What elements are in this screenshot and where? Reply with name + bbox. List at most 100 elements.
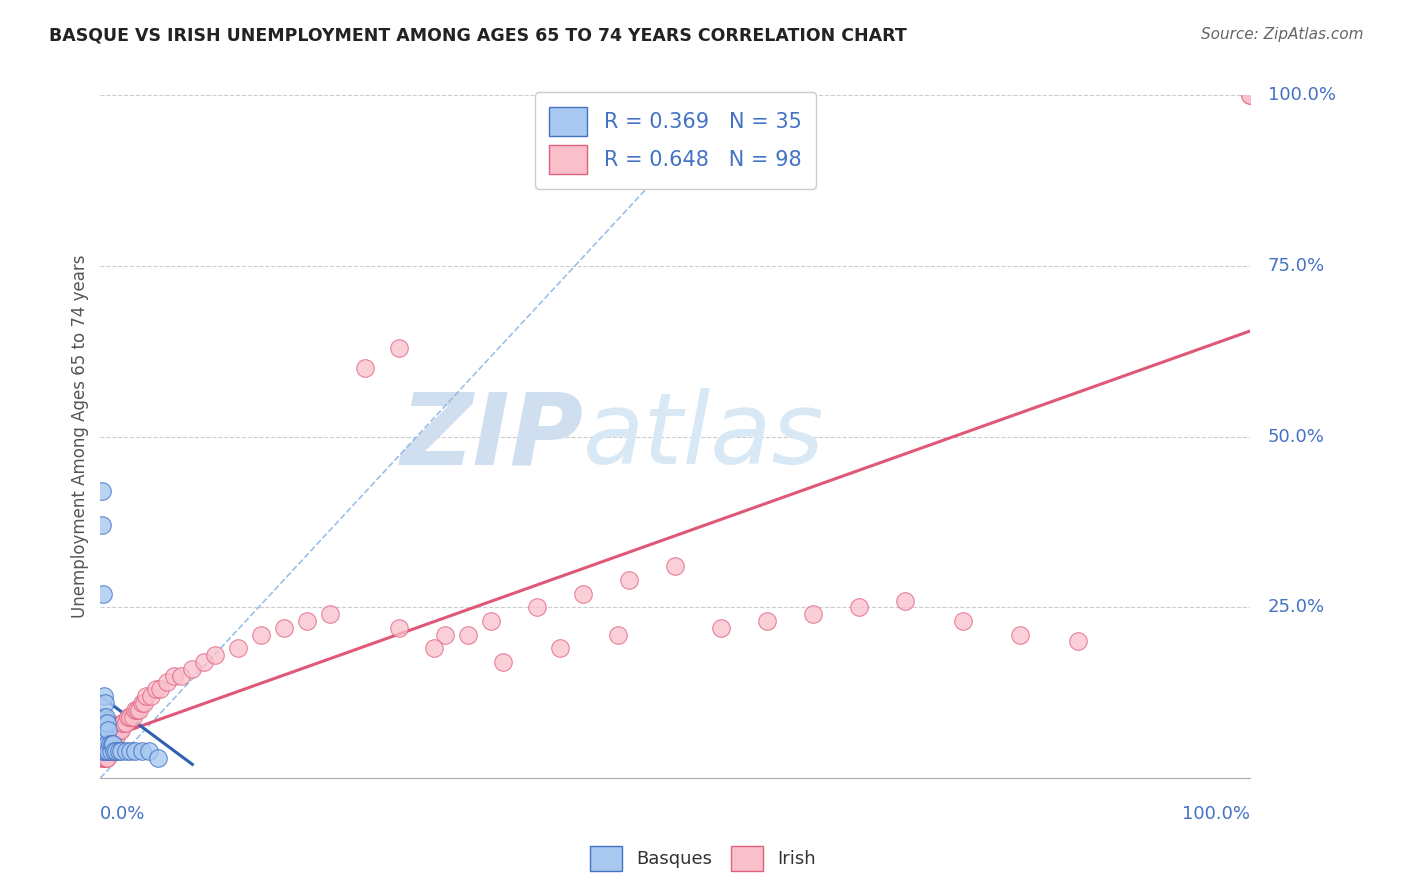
Point (91, 709, 114, 723)
Point (492, 655, 515, 669)
Point (181, 662, 204, 676)
Text: atlas: atlas (583, 388, 825, 485)
Point (93, 744, 115, 758)
Point (93, 737, 115, 751)
Point (90, 730, 112, 744)
Point (91, 723, 114, 738)
Point (1010, 627, 1032, 641)
Point (97, 716, 120, 731)
Point (1239, 88, 1261, 103)
Legend: Basques, Irish: Basques, Irish (582, 838, 824, 879)
Point (94, 730, 117, 744)
Point (121, 709, 143, 723)
Point (1067, 634, 1090, 648)
Point (93, 730, 115, 744)
Point (550, 641, 572, 656)
Point (94, 709, 117, 723)
Point (94, 730, 117, 744)
Point (110, 723, 132, 738)
Point (848, 600, 870, 615)
Text: 100.0%: 100.0% (1268, 87, 1336, 104)
Point (100, 744, 122, 758)
Point (94, 744, 117, 758)
Point (132, 696, 155, 710)
Text: ZIP: ZIP (401, 388, 583, 485)
Point (156, 675, 179, 690)
Point (94, 737, 117, 751)
Text: 75.0%: 75.0% (1268, 257, 1324, 275)
Point (1239, 88, 1261, 103)
Point (145, 682, 167, 697)
Point (90, 744, 112, 758)
Point (138, 744, 160, 758)
Point (91, 587, 114, 601)
Point (94, 737, 117, 751)
Point (135, 689, 157, 703)
Point (619, 573, 641, 587)
Point (93, 730, 115, 744)
Point (93, 744, 115, 758)
Point (94, 750, 117, 764)
Point (149, 682, 172, 697)
Point (479, 614, 502, 628)
Point (388, 341, 411, 355)
Point (131, 696, 153, 710)
Point (434, 627, 457, 641)
Point (297, 614, 319, 628)
Point (110, 744, 132, 758)
Point (572, 587, 595, 601)
Point (91, 723, 114, 738)
Point (120, 744, 142, 758)
Point (90, 484, 112, 499)
Point (90, 737, 112, 751)
Point (131, 744, 153, 758)
Point (101, 723, 124, 738)
Point (120, 709, 142, 723)
Text: 100.0%: 100.0% (1182, 805, 1250, 823)
Point (97, 744, 120, 758)
Point (101, 744, 124, 758)
Point (170, 668, 193, 682)
Point (163, 668, 186, 682)
Point (204, 648, 226, 662)
Point (710, 621, 733, 635)
Point (114, 716, 136, 731)
Point (103, 744, 125, 758)
Point (228, 641, 250, 656)
Point (756, 614, 779, 628)
Point (91, 750, 114, 764)
Point (103, 744, 125, 758)
Point (250, 627, 273, 641)
Point (107, 723, 129, 738)
Point (100, 723, 122, 738)
Point (90, 518, 112, 533)
Point (107, 744, 129, 758)
Point (105, 744, 128, 758)
Point (97, 744, 120, 758)
Point (96, 737, 118, 751)
Text: Source: ZipAtlas.com: Source: ZipAtlas.com (1201, 27, 1364, 42)
Point (127, 703, 149, 717)
Point (98, 744, 121, 758)
Point (107, 723, 129, 738)
Point (114, 744, 136, 758)
Point (526, 600, 548, 615)
Point (93, 709, 115, 723)
Point (139, 689, 162, 703)
Point (96, 750, 118, 764)
Point (111, 716, 134, 731)
Point (94, 744, 117, 758)
Legend: R = 0.369   N = 35, R = 0.648   N = 98: R = 0.369 N = 35, R = 0.648 N = 98 (534, 92, 815, 188)
Point (98, 716, 121, 731)
Point (105, 730, 128, 744)
Point (90, 750, 112, 764)
Point (103, 723, 125, 738)
Point (91, 737, 114, 751)
Point (606, 627, 628, 641)
Point (894, 593, 917, 607)
Point (273, 621, 295, 635)
Point (96, 737, 118, 751)
Point (664, 559, 686, 574)
Point (94, 750, 117, 764)
Text: 25.0%: 25.0% (1268, 599, 1324, 616)
